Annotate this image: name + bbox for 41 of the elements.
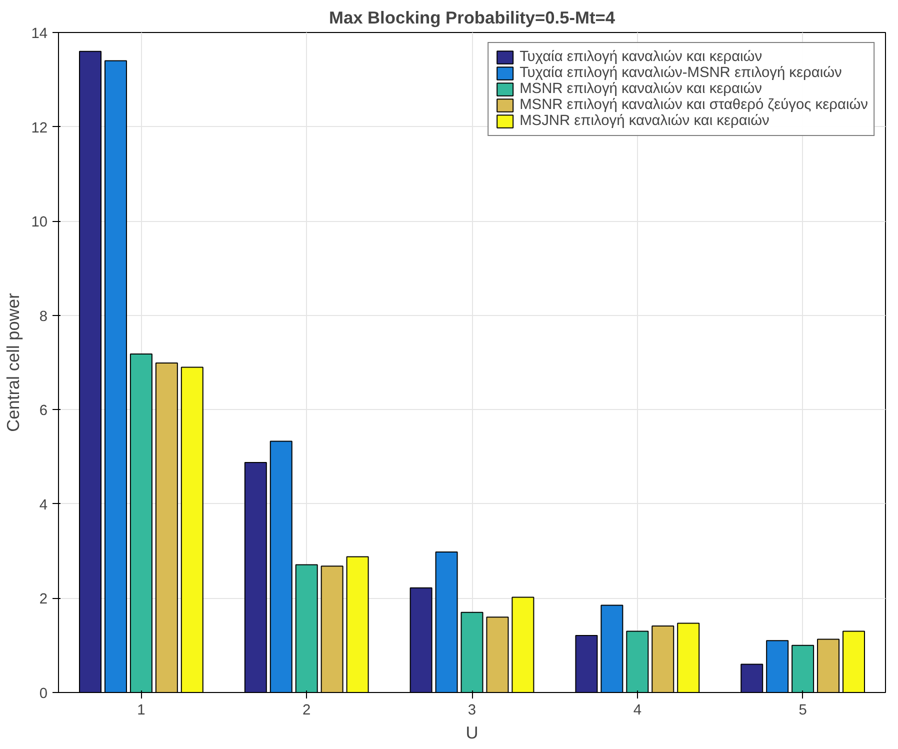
x-tick-label: 2 (302, 702, 311, 718)
x-tick-label: 5 (798, 702, 807, 718)
bar (435, 552, 458, 692)
bar (270, 440, 292, 692)
y-tick-label: 4 (39, 497, 48, 514)
y-tick-label: 12 (31, 120, 48, 136)
y-tick-label: 2 (39, 592, 48, 608)
legend-label: Τυχαία επιλογή καναλιών και κεραιών (520, 49, 762, 65)
bar (155, 362, 178, 692)
legend-label: MSNR επιλογή καναλιών και κεραιών (520, 81, 762, 97)
y-tick-label: 8 (39, 308, 48, 325)
x-tick-label: 4 (633, 702, 642, 718)
chart-title: Max Blocking Probability=0.5-Mt=4 (329, 8, 616, 28)
bar (486, 616, 509, 692)
y-tick-label: 10 (31, 214, 48, 231)
y-tick-label: 0 (39, 686, 48, 702)
bar (104, 60, 127, 692)
bar (320, 566, 344, 692)
bar (600, 604, 624, 692)
bar (180, 366, 204, 692)
bar (842, 630, 865, 692)
x-axis-title: U (466, 722, 478, 742)
bar (766, 640, 789, 692)
y-axis-title: Central cell power (3, 292, 24, 432)
legend-label: MSJNR επιλογή καναλιών και κεραιών (520, 113, 770, 129)
y-tick-label: 6 (39, 403, 48, 420)
x-tick-label: 1 (137, 702, 146, 718)
bar (740, 664, 764, 692)
bar (652, 626, 674, 692)
bar (817, 638, 840, 692)
y-tick-label: 14 (31, 26, 48, 42)
bar (346, 556, 369, 692)
bar (79, 50, 102, 692)
x-tick-label: 3 (468, 702, 476, 718)
bar (512, 596, 534, 692)
bar (575, 634, 598, 692)
bar (410, 587, 432, 692)
bar (677, 622, 700, 692)
legend-label: MSNR επιλογή καναλιών και σταθερό ζεύγος κεραιών (520, 97, 868, 113)
legend-label: Τυχαία επιλογή καναλιών-MSNR επιλογή κεραιών (520, 65, 842, 81)
bar (244, 462, 267, 692)
